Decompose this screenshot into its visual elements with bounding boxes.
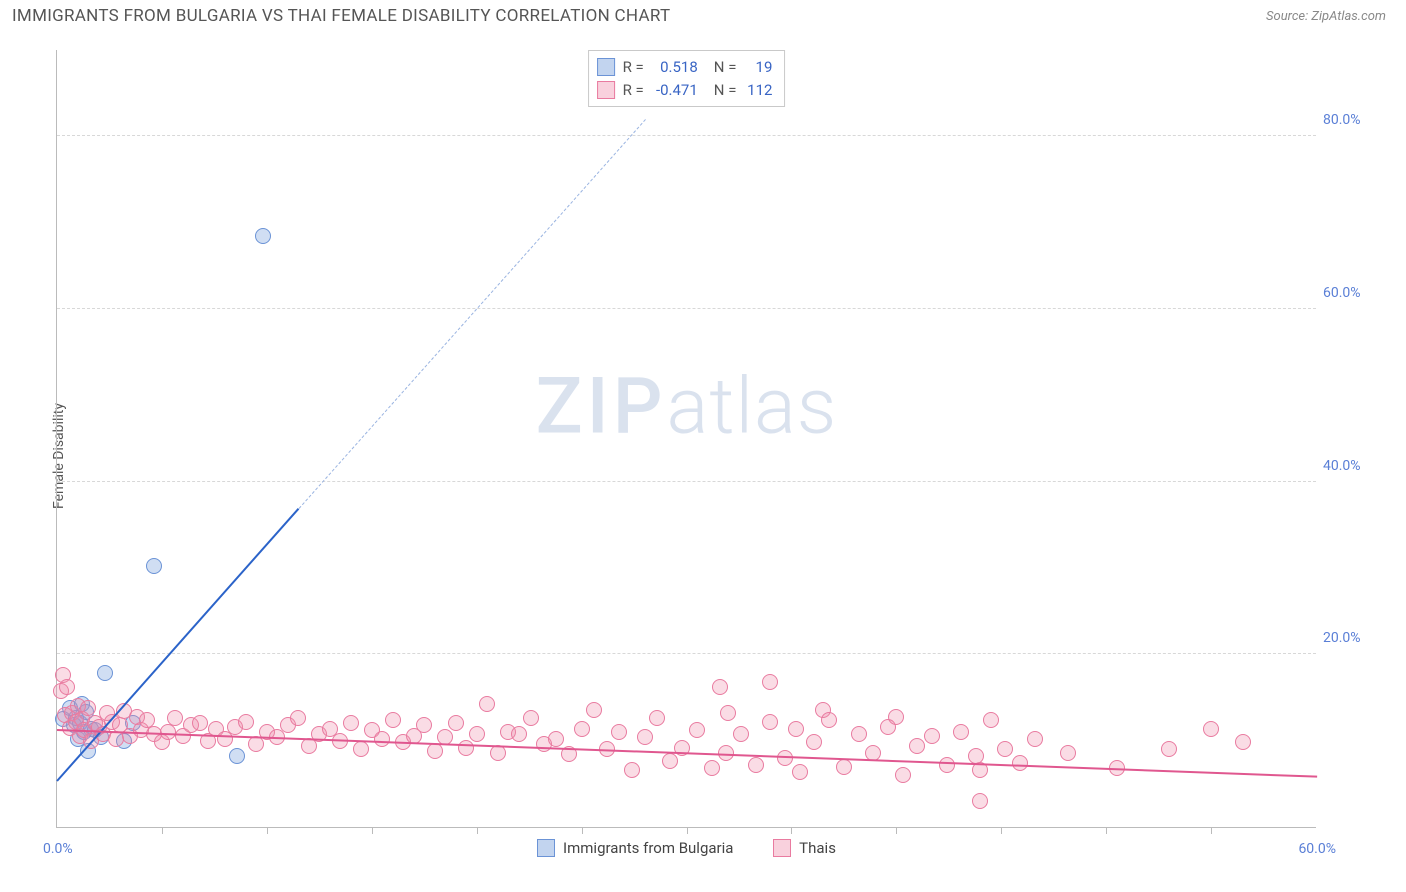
data-point [59, 679, 75, 695]
series-legend: Immigrants from Bulgaria Thais [57, 839, 1316, 861]
trend-line [298, 119, 645, 509]
data-point [624, 762, 640, 778]
data-point [888, 709, 904, 725]
chart-area: Female Disability ZIPatlas R = 0.518 N =… [12, 32, 1386, 880]
watermark: ZIPatlas [536, 362, 838, 453]
data-point [649, 710, 665, 726]
data-point [167, 710, 183, 726]
data-point [523, 710, 539, 726]
x-tick [582, 827, 583, 834]
data-point [662, 753, 678, 769]
gridline [57, 308, 1316, 309]
data-point [972, 793, 988, 809]
gridline [57, 481, 1316, 482]
data-point [733, 726, 749, 742]
data-point [80, 700, 96, 716]
gridline [57, 135, 1316, 136]
data-point [748, 757, 764, 773]
x-tick [1211, 827, 1212, 834]
data-point [1060, 745, 1076, 761]
data-point [192, 715, 208, 731]
legend-label-bulgaria: Immigrants from Bulgaria [563, 839, 733, 857]
data-point [374, 731, 390, 747]
data-point [229, 748, 245, 764]
x-tick [267, 827, 268, 834]
data-point [448, 715, 464, 731]
data-point [689, 722, 705, 738]
source-label: Source: ZipAtlas.com [1266, 9, 1386, 24]
data-point [1012, 755, 1028, 771]
data-point [548, 731, 564, 747]
data-point [720, 705, 736, 721]
y-tick-label: 40.0% [1323, 458, 1378, 474]
data-point [1235, 734, 1251, 750]
y-tick-label: 80.0% [1323, 112, 1378, 128]
x-tick [1001, 827, 1002, 834]
data-point [895, 767, 911, 783]
data-point [255, 228, 271, 244]
data-point [704, 760, 720, 776]
data-point [574, 721, 590, 737]
y-tick-label: 60.0% [1323, 285, 1378, 301]
legend-row-thais: R = -0.471 N = 112 [597, 79, 773, 102]
data-point [909, 738, 925, 754]
legend-row-bulgaria: R = 0.518 N = 19 [597, 56, 773, 79]
data-point [836, 759, 852, 775]
data-point [997, 741, 1013, 757]
data-point [788, 721, 804, 737]
data-point [611, 724, 627, 740]
data-point [637, 729, 653, 745]
data-point [762, 714, 778, 730]
y-tick-label: 20.0% [1323, 630, 1378, 646]
data-point [821, 712, 837, 728]
data-point [238, 714, 254, 730]
data-point [1027, 731, 1043, 747]
data-point [146, 558, 162, 574]
swatch-blue-icon [597, 58, 615, 76]
data-point [458, 740, 474, 756]
x-tick [687, 827, 688, 834]
data-point [851, 726, 867, 742]
x-tick [372, 827, 373, 834]
data-point [343, 715, 359, 731]
data-point [762, 674, 778, 690]
data-point [792, 764, 808, 780]
chart-title: IMMIGRANTS FROM BULGARIA VS THAI FEMALE … [12, 6, 670, 26]
data-point [712, 679, 728, 695]
data-point [353, 741, 369, 757]
legend-swatch-pink-icon [773, 839, 791, 857]
data-point [290, 710, 306, 726]
swatch-pink-icon [597, 81, 615, 99]
data-point [983, 712, 999, 728]
x-tick [1106, 827, 1107, 834]
plot-region: ZIPatlas R = 0.518 N = 19 R = -0.471 N =… [56, 50, 1316, 828]
correlation-legend: R = 0.518 N = 19 R = -0.471 N = 112 [588, 50, 786, 107]
x-tick [477, 827, 478, 834]
data-point [479, 696, 495, 712]
data-point [924, 728, 940, 744]
data-point [385, 712, 401, 728]
legend-label-thais: Thais [799, 839, 836, 857]
gridline [57, 653, 1316, 654]
data-point [953, 724, 969, 740]
data-point [469, 726, 485, 742]
data-point [427, 743, 443, 759]
data-point [806, 734, 822, 750]
data-point [939, 757, 955, 773]
legend-swatch-blue-icon [537, 839, 555, 857]
x-tick [162, 827, 163, 834]
data-point [1161, 741, 1177, 757]
trend-line [57, 729, 1317, 778]
data-point [416, 717, 432, 733]
x-tick [791, 827, 792, 834]
data-point [511, 726, 527, 742]
data-point [97, 665, 113, 681]
data-point [586, 702, 602, 718]
data-point [1203, 721, 1219, 737]
x-tick [896, 827, 897, 834]
